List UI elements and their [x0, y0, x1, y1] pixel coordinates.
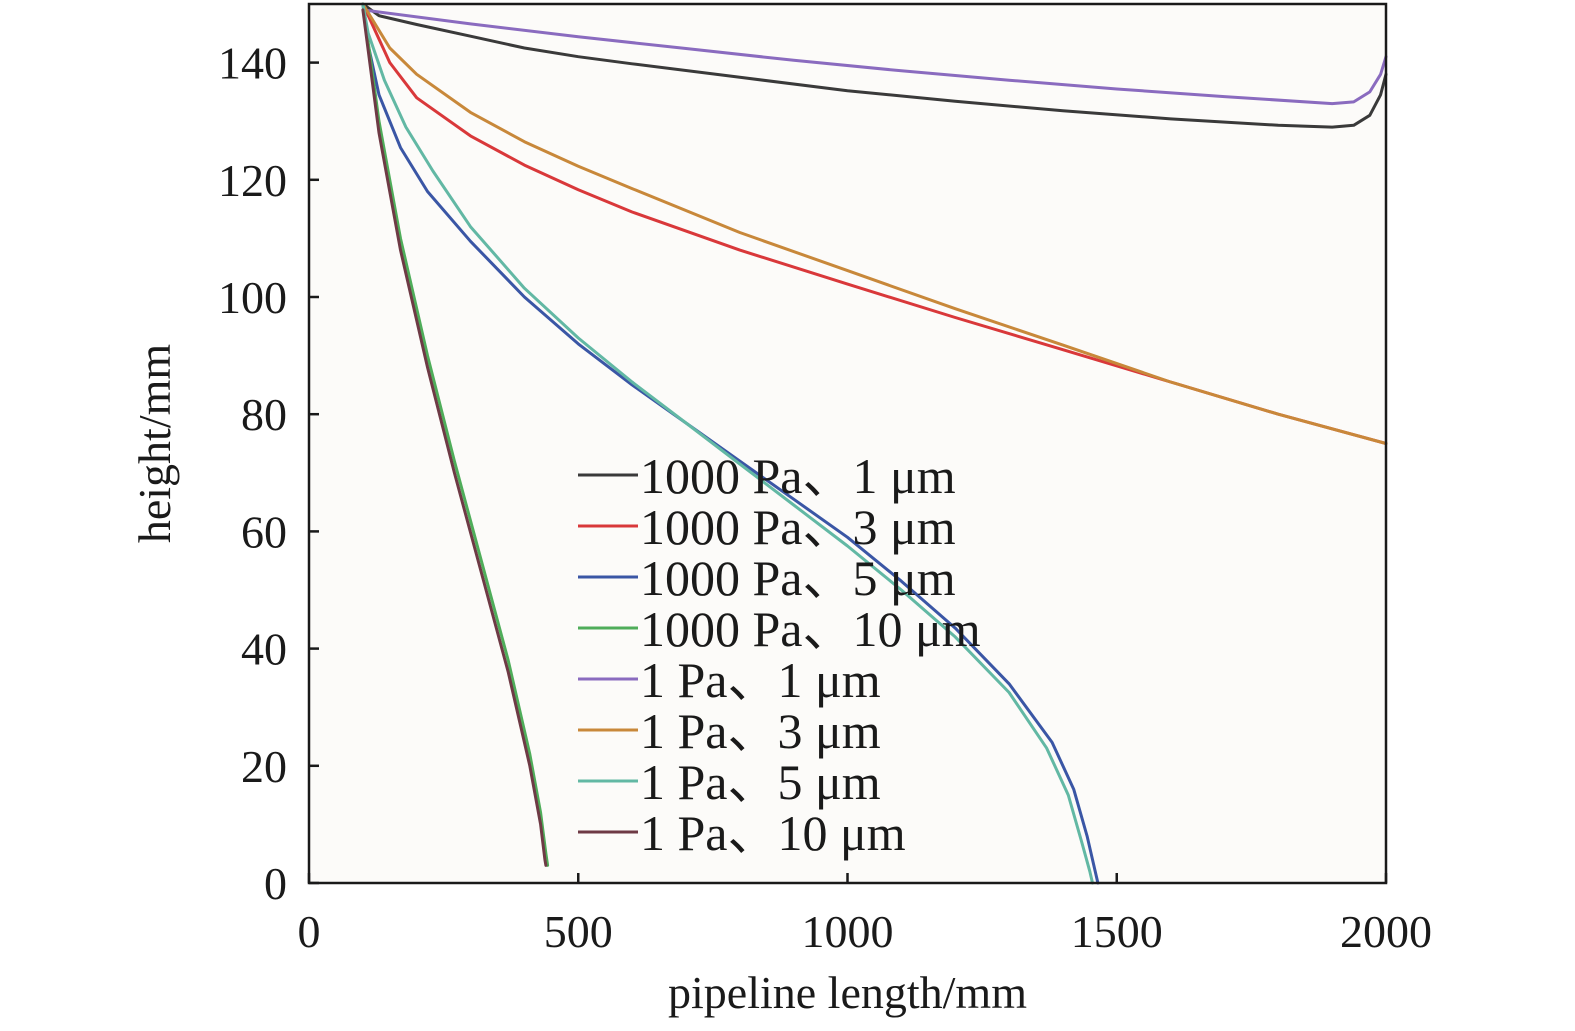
- series-line-3: [361, 2, 1100, 885]
- y-tick-label: 0: [264, 858, 287, 909]
- axes-layer: 0 500 1000 1500 2000 0 20 40 60 80 100 120 140: [218, 2, 1432, 957]
- series-layer: [361, 2, 1388, 885]
- legend-label-7: 1 Pa、5 μm: [640, 754, 881, 810]
- x-tick-label: 2000: [1340, 906, 1432, 957]
- legend-label-2: 1000 Pa、3 μm: [640, 499, 956, 555]
- legend-label-6: 1 Pa、3 μm: [640, 703, 881, 759]
- legend-label-3: 1000 Pa、5 μm: [640, 550, 956, 606]
- legend-label-1: 1000 Pa、1 μm: [640, 448, 956, 504]
- y-tick-label: 80: [241, 389, 287, 440]
- x-tick-label: 1500: [1071, 906, 1163, 957]
- y-axis-label: height/mm: [129, 344, 180, 544]
- y-tick-label: 140: [218, 38, 287, 89]
- x-tick-label: 0: [298, 906, 321, 957]
- plot-background: [309, 4, 1386, 883]
- legend-label-4: 1000 Pa、10 μm: [640, 601, 981, 657]
- series-line-4: [361, 2, 550, 867]
- x-axis-label: pipeline length/mm: [668, 967, 1027, 1018]
- legend-label-5: 1 Pa、1 μm: [640, 652, 881, 708]
- y-tick-label: 20: [241, 741, 287, 792]
- series-line-6: [361, 2, 1388, 445]
- y-tick-label: 40: [241, 624, 287, 675]
- x-tick-label: 1000: [802, 906, 894, 957]
- y-tick-label: 60: [241, 506, 287, 557]
- series-line-1: [361, 2, 1388, 129]
- series-line-7: [361, 2, 1094, 885]
- x-tick-label: 500: [544, 906, 613, 957]
- y-tick-label: 120: [218, 155, 287, 206]
- series-line-8: [361, 8, 548, 867]
- series-line-5: [361, 8, 1388, 106]
- legend-label-8: 1 Pa、10 μm: [640, 805, 906, 861]
- y-tick-label: 100: [218, 272, 287, 323]
